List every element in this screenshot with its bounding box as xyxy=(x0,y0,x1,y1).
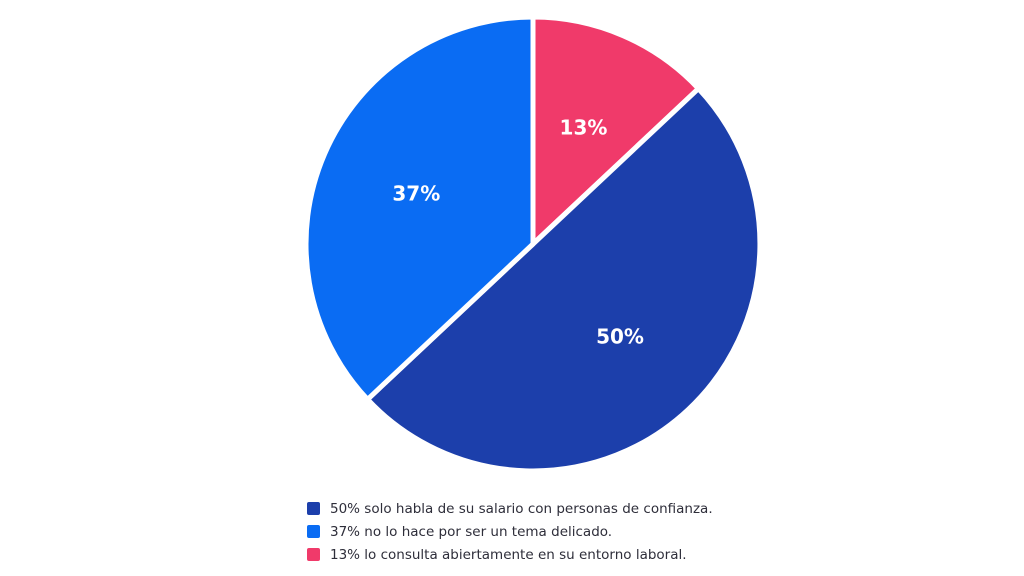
pie-slice-13 xyxy=(530,14,701,247)
legend-label: 37% no lo hace por ser un tema delicado. xyxy=(330,523,613,540)
slice-label: 50% xyxy=(596,325,644,349)
slice-label: 37% xyxy=(392,182,440,206)
legend-label: 13% lo consulta abiertamente en su entor… xyxy=(330,546,687,563)
legend-item: 13% lo consulta abiertamente en su entor… xyxy=(307,543,713,566)
legend-swatch xyxy=(307,548,320,561)
legend-item: 50% solo habla de su salario con persona… xyxy=(307,497,713,520)
legend-swatch xyxy=(307,525,320,538)
slice-label: 13% xyxy=(560,115,608,139)
legend-label: 50% solo habla de su salario con persona… xyxy=(330,500,713,517)
pie-slice-50 xyxy=(365,86,763,474)
legend: 50% solo habla de su salario con persona… xyxy=(307,497,713,566)
legend-item: 37% no lo hace por ser un tema delicado. xyxy=(307,520,713,543)
legend-swatch xyxy=(307,502,320,515)
pie-slice-37 xyxy=(303,14,536,402)
